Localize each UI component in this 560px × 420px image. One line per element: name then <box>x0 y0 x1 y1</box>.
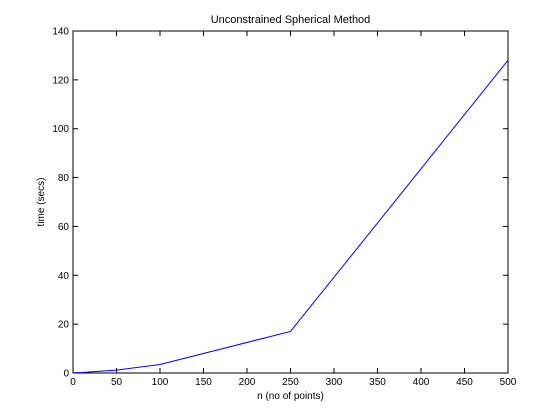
plot-area <box>72 30 509 374</box>
x-tick-label: 0 <box>70 377 76 388</box>
y-tick-label: 40 <box>58 271 70 282</box>
series-layer <box>72 59 509 374</box>
y-tick-label: 20 <box>58 320 70 331</box>
x-tick-label: 200 <box>239 377 256 388</box>
x-tick-label: 300 <box>326 377 343 388</box>
x-tick-label: 450 <box>456 377 473 388</box>
x-tick-label: 50 <box>111 377 123 388</box>
x-axis-label: n (no of points) <box>257 391 324 402</box>
chart-title: Unconstrained Spherical Method <box>211 14 371 26</box>
series-line <box>72 59 509 374</box>
x-tick-label: 100 <box>152 377 169 388</box>
x-tick-label: 350 <box>369 377 386 388</box>
y-tick-label: 80 <box>58 173 70 184</box>
y-tick-label: 60 <box>58 222 70 233</box>
y-tick-label: 100 <box>52 124 69 135</box>
y-axis-label: time (secs) <box>36 178 47 227</box>
x-tick-label: 500 <box>500 377 517 388</box>
x-tick-label: 150 <box>195 377 212 388</box>
y-tick-label: 140 <box>52 27 69 38</box>
y-tick-label: 120 <box>52 75 69 86</box>
ticks-layer: 0 50 100 150 200 250 300 350 400 450 500 0 20 40 60 80 1… <box>52 27 516 389</box>
x-tick-label: 400 <box>413 377 430 388</box>
x-tick-label: 250 <box>282 377 299 388</box>
y-tick-label: 0 <box>63 369 69 380</box>
